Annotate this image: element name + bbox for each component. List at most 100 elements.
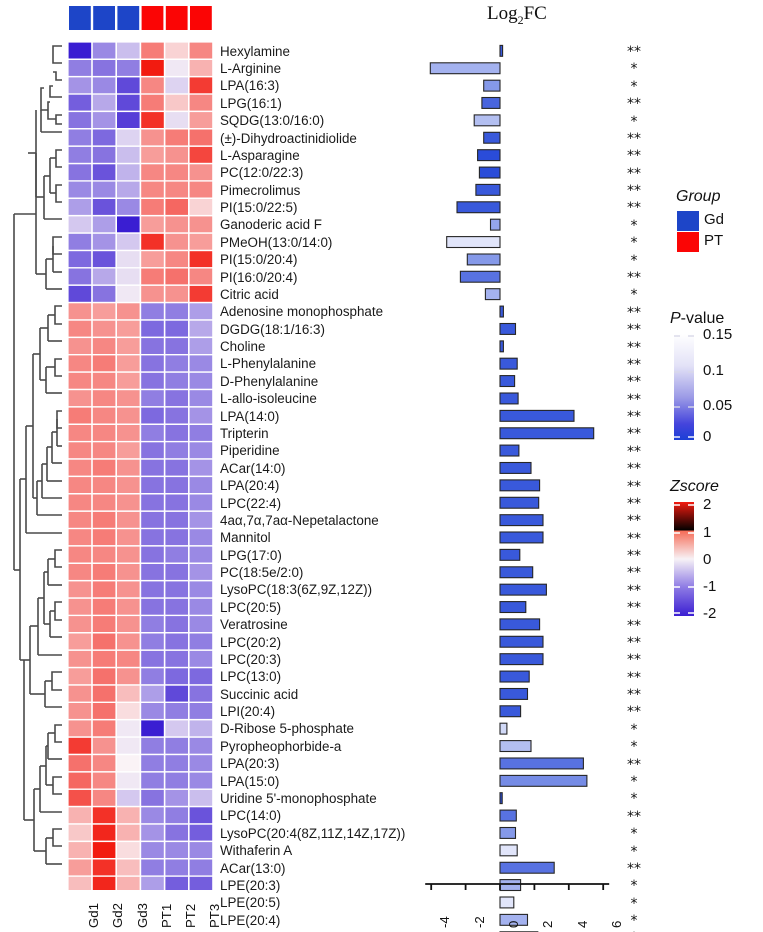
log2fc-bar bbox=[499, 722, 508, 735]
significance-star: ** bbox=[627, 600, 641, 617]
heatmap-cell bbox=[165, 633, 188, 650]
heatmap-cell bbox=[165, 824, 188, 841]
row-label: Choline bbox=[220, 339, 266, 355]
log2fc-bar bbox=[499, 670, 530, 683]
log2fc-bar bbox=[499, 740, 532, 753]
zscore-tick-2: 0 bbox=[703, 551, 712, 568]
row-label: SQDG(13:0/16:0) bbox=[220, 113, 325, 129]
significance-star: ** bbox=[627, 374, 641, 391]
log2fc-bar bbox=[499, 879, 522, 892]
heatmap-cell bbox=[117, 720, 140, 737]
heatmap-cell bbox=[165, 581, 188, 598]
row-label: Veratrosine bbox=[220, 617, 288, 633]
column-label-gd1: Gd1 bbox=[86, 903, 102, 928]
row-label: 4aα,7α,7aα-Nepetalactone bbox=[220, 512, 379, 528]
heatmap-cell bbox=[92, 633, 116, 650]
column-label-pt2: PT2 bbox=[182, 903, 198, 928]
column-label-pt3: PT3 bbox=[207, 903, 223, 928]
heatmap-cell bbox=[165, 268, 188, 285]
heatmap-cell bbox=[117, 564, 140, 580]
heatmap-cell bbox=[68, 737, 92, 754]
row-label: LPC(14:0) bbox=[220, 808, 282, 824]
heatmap-cell bbox=[189, 268, 213, 285]
heatmap-cell bbox=[165, 546, 188, 563]
heatmap-cell bbox=[92, 372, 116, 389]
heatmap-cell bbox=[189, 129, 213, 146]
heatmap-cell bbox=[68, 650, 92, 667]
heatmap-cell bbox=[141, 807, 164, 824]
heatmap-cell bbox=[117, 425, 140, 441]
heatmap-cell bbox=[141, 737, 164, 754]
heatmap-cell bbox=[117, 668, 140, 685]
heatmap-cell bbox=[189, 755, 213, 772]
heatmap-cell bbox=[92, 442, 116, 459]
heatmap-cell bbox=[92, 407, 116, 424]
heatmap-cell bbox=[189, 94, 213, 111]
heatmap-cell bbox=[141, 650, 164, 667]
heatmap-cell bbox=[189, 494, 213, 511]
heatmap-cell bbox=[165, 511, 188, 528]
row-label: D-Phenylalanine bbox=[220, 373, 319, 389]
heatmap-cell bbox=[165, 477, 188, 493]
heatmap-cell bbox=[92, 842, 116, 858]
significance-star: * bbox=[630, 78, 638, 95]
group-bar-cell bbox=[141, 6, 164, 30]
heatmap-cell bbox=[141, 598, 164, 615]
heatmap-cell bbox=[68, 372, 92, 389]
significance-star: * bbox=[630, 217, 638, 234]
log2fc-bar bbox=[499, 774, 588, 787]
row-label: L-Arginine bbox=[220, 61, 282, 76]
row-label: L-Asparagine bbox=[220, 147, 300, 163]
significance-star: ** bbox=[627, 478, 641, 495]
heatmap-cell bbox=[141, 685, 164, 702]
heatmap-cell bbox=[189, 859, 213, 876]
heatmap-cell bbox=[117, 77, 140, 94]
log2fc-bar bbox=[499, 687, 529, 700]
heatmap-cell bbox=[141, 60, 164, 76]
heatmap-cell bbox=[165, 372, 188, 389]
heatmap-cell bbox=[189, 824, 213, 841]
significance-star: ** bbox=[627, 426, 641, 443]
heatmap-cell bbox=[68, 303, 92, 320]
group-bar-cell bbox=[117, 6, 140, 30]
heatmap-cell bbox=[189, 789, 213, 806]
column-label-gd2: Gd2 bbox=[110, 903, 126, 928]
log2fc-bar bbox=[499, 809, 517, 822]
heatmap-cell bbox=[68, 616, 92, 632]
heatmap-cell bbox=[165, 320, 188, 337]
heatmap-cell bbox=[189, 42, 213, 59]
heatmap-cell bbox=[141, 442, 164, 459]
heatmap-cell bbox=[141, 233, 164, 250]
row-label: LPC(22:4) bbox=[220, 495, 282, 511]
significance-star: ** bbox=[627, 530, 641, 547]
row-label: PMeOH(13:0/14:0) bbox=[220, 234, 333, 250]
heatmap-cell bbox=[141, 77, 164, 94]
heatmap-cell bbox=[92, 685, 116, 702]
heatmap-cell bbox=[189, 546, 213, 563]
log2fc-bar bbox=[446, 236, 501, 249]
log2fc-title-base: Log bbox=[487, 3, 518, 24]
heatmap-cell bbox=[165, 94, 188, 111]
row-label: LPE(20:5) bbox=[220, 895, 281, 911]
heatmap-cell bbox=[92, 320, 116, 337]
heatmap-cell bbox=[189, 477, 213, 493]
row-label: Mannitol bbox=[220, 530, 271, 546]
heatmap-cell bbox=[92, 859, 116, 876]
log2fc-bar bbox=[499, 861, 555, 874]
heatmap-cell bbox=[68, 285, 92, 302]
heatmap-cell bbox=[117, 251, 140, 268]
heatmap-cell bbox=[165, 77, 188, 94]
x-axis-tick-label: -4 bbox=[437, 916, 453, 928]
heatmap-cell bbox=[189, 459, 213, 476]
row-label: LPG(17:0) bbox=[220, 547, 282, 563]
heatmap-cell bbox=[68, 355, 92, 372]
heatmap-cell bbox=[141, 459, 164, 476]
heatmap-cell bbox=[68, 268, 92, 285]
heatmap-cell bbox=[68, 876, 92, 890]
significance-star: ** bbox=[627, 513, 641, 530]
significance-star: * bbox=[630, 913, 638, 929]
heatmap-cell bbox=[189, 529, 213, 546]
heatmap-cell bbox=[117, 685, 140, 702]
heatmap-cell bbox=[92, 268, 116, 285]
heatmap-cell bbox=[68, 668, 92, 685]
